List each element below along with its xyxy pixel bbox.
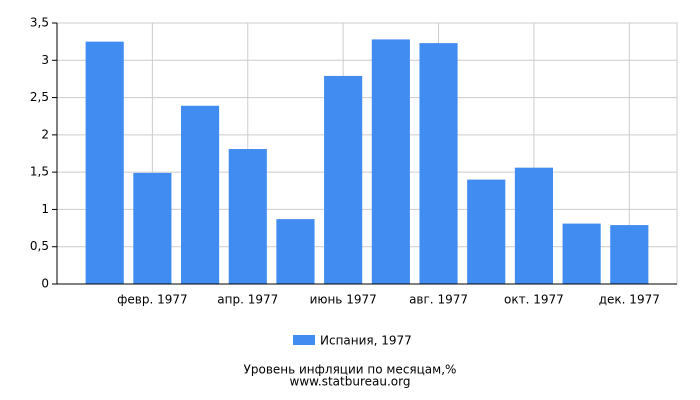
x-tick-label: авг. 1977 [409,293,468,307]
bar [419,43,458,285]
y-tick-label: 3 [41,53,49,67]
bar [85,41,124,285]
y-tick-label: 3,5 [30,16,49,30]
bar [181,105,220,284]
y-tick-label: 2 [41,127,49,141]
x-tick-label: июнь 1977 [310,293,377,307]
legend-swatch [293,335,315,345]
y-tick-label: 2,5 [30,90,49,104]
y-tick-label: 1,5 [30,165,49,179]
bar [562,223,601,284]
bar [133,172,172,284]
bar [467,179,506,284]
bar [324,75,363,285]
bar [228,149,267,284]
x-tick-label: окт. 1977 [504,293,564,307]
x-tick-label: февр. 1977 [117,293,188,307]
y-tick-label: 0 [41,277,49,291]
bar [514,167,553,284]
bar [610,225,649,284]
y-tick-label: 0,5 [30,239,49,253]
y-tick-label: 1 [41,202,49,216]
legend-label: Испания, 1977 [320,334,412,348]
bar [276,219,315,284]
chart-title: Уровень инфляции по месяцам,% [244,363,457,377]
chart-subtitle: www.statbureau.org [290,375,411,389]
bar [371,39,410,284]
x-tick-label: дек. 1977 [599,293,660,307]
x-tick-label: апр. 1977 [217,293,278,307]
